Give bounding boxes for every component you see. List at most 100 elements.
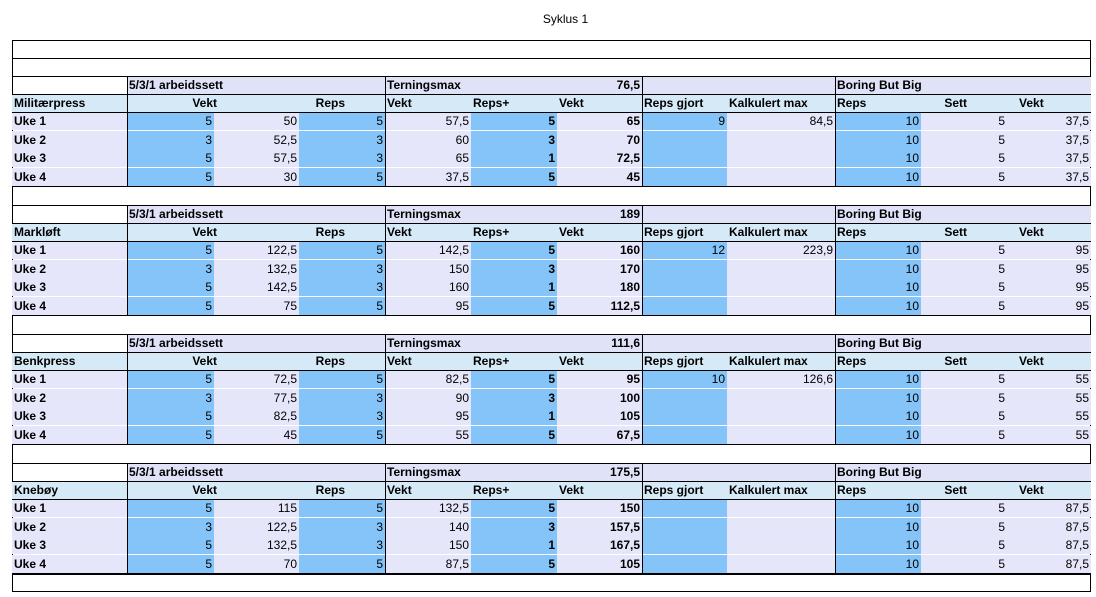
column-header: Reps (835, 481, 921, 499)
grid-line (385, 334, 386, 444)
column-header: Kalkulert max (727, 352, 835, 370)
set2-reps: 5 (299, 499, 385, 517)
calculated-max (727, 296, 835, 315)
set3-weight: 170 (557, 259, 642, 278)
set1-weight: 122,5 (214, 517, 299, 536)
set2-weight: 140 (385, 517, 471, 536)
grid-line (642, 334, 643, 444)
bbb-weight: 55 (1007, 370, 1091, 388)
calculated-max (727, 167, 835, 186)
set2-weight: 160 (385, 278, 471, 296)
set3-reps: 5 (471, 112, 557, 130)
header-spacer (642, 76, 835, 94)
bbb-weight: 37,5 (1007, 167, 1091, 186)
set3-weight: 70 (557, 130, 642, 149)
set1-reps: 5 (127, 296, 214, 315)
bbb-reps: 10 (835, 517, 921, 536)
page-title: Syklus 1 (542, 12, 589, 26)
calculated-max (727, 259, 835, 278)
set3-reps: 5 (471, 554, 557, 573)
set2-weight: 95 (385, 407, 471, 425)
week-label: Uke 2 (12, 517, 127, 536)
set2-reps: 5 (299, 554, 385, 573)
set3-reps: 1 (471, 407, 557, 425)
column-header: Reps (257, 94, 385, 112)
table-row: Uke 3 5 142,5 3 160 1 180 10 5 95 (12, 278, 1091, 296)
grid-line (835, 463, 836, 573)
table-row: Uke 3 5 57,5 3 65 1 72,5 10 5 37,5 (12, 149, 1091, 167)
set2-reps: 5 (299, 241, 385, 259)
set3-weight: 150 (557, 499, 642, 517)
set1-weight: 122,5 (214, 241, 299, 259)
exercise-block: 5/3/1 arbeidssett Terningsmax 189 Boring Bu… (12, 205, 1091, 316)
set3-reps: 5 (471, 241, 557, 259)
column-header: Vekt (557, 223, 642, 241)
week-label: Uke 2 (12, 259, 127, 278)
set1-weight: 132,5 (214, 536, 299, 554)
calculated-max (727, 130, 835, 149)
bbb-reps: 10 (835, 407, 921, 425)
set1-weight: 75 (214, 296, 299, 315)
set1-reps: 5 (127, 278, 214, 296)
column-header: Vekt (385, 481, 471, 499)
set1-reps: 5 (127, 112, 214, 130)
bbb-sets: 5 (921, 554, 1007, 573)
grid-line (12, 112, 1091, 113)
bbb-label: Boring But Big (835, 463, 1091, 481)
calculated-max: 126,6 (727, 370, 835, 388)
set3-weight: 157,5 (557, 517, 642, 536)
table-row: Uke 1 5 115 5 132,5 5 150 10 5 87,5 (12, 499, 1091, 517)
reps-done (642, 388, 727, 407)
bbb-sets: 5 (921, 149, 1007, 167)
bbb-reps: 10 (835, 130, 921, 149)
column-header: Vekt (127, 94, 257, 112)
set3-reps: 3 (471, 517, 557, 536)
column-header: Vekt (1007, 481, 1091, 499)
bbb-weight: 87,5 (1007, 554, 1091, 573)
week-label: Uke 2 (12, 130, 127, 149)
set2-weight: 55 (385, 425, 471, 444)
reps-done (642, 278, 727, 296)
grid-line (127, 76, 128, 186)
set3-weight: 160 (557, 241, 642, 259)
week-label: Uke 4 (12, 167, 127, 186)
bbb-sets: 5 (921, 278, 1007, 296)
week-label: Uke 4 (12, 425, 127, 444)
week-label: Uke 1 (12, 499, 127, 517)
bbb-sets: 5 (921, 425, 1007, 444)
exercise-block: 5/3/1 arbeidssett Terningsmax 76,5 Boring B… (12, 76, 1091, 187)
reps-done: 10 (642, 370, 727, 388)
set1-weight: 70 (214, 554, 299, 573)
set1-reps: 3 (127, 130, 214, 149)
week-label: Uke 3 (12, 278, 127, 296)
column-header: Sett (921, 481, 1007, 499)
terningsmax-label: Terningsmax (385, 76, 642, 94)
grid-line (12, 334, 1091, 335)
grid-line (385, 76, 386, 186)
set1-weight: 142,5 (214, 278, 299, 296)
set3-weight: 72,5 (557, 149, 642, 167)
column-header: Vekt (1007, 352, 1091, 370)
column-header: Vekt (385, 352, 471, 370)
reps-done (642, 407, 727, 425)
grid-line (12, 573, 1091, 574)
calculated-max (727, 517, 835, 536)
table-row: Uke 1 5 122,5 5 142,5 5 160 12 223,9 10 5 95 (12, 241, 1091, 259)
reps-done (642, 499, 727, 517)
calculated-max (727, 499, 835, 517)
set2-weight: 87,5 (385, 554, 471, 573)
grid-line (12, 352, 1091, 353)
set1-weight: 77,5 (214, 388, 299, 407)
table-frame (12, 40, 1091, 592)
set2-reps: 5 (299, 112, 385, 130)
set1-weight: 132,5 (214, 259, 299, 278)
calculated-max (727, 388, 835, 407)
set3-weight: 112,5 (557, 296, 642, 315)
exercise-name: Knebøy (12, 481, 127, 499)
grid-line (12, 205, 1091, 206)
header-spacer (642, 334, 835, 352)
section-header-row: 5/3/1 arbeidssett Terningsmax 175,5 Boring … (12, 463, 1091, 481)
column-header: Reps+ (471, 94, 557, 112)
bbb-weight: 55 (1007, 407, 1091, 425)
set1-reps: 5 (127, 499, 214, 517)
